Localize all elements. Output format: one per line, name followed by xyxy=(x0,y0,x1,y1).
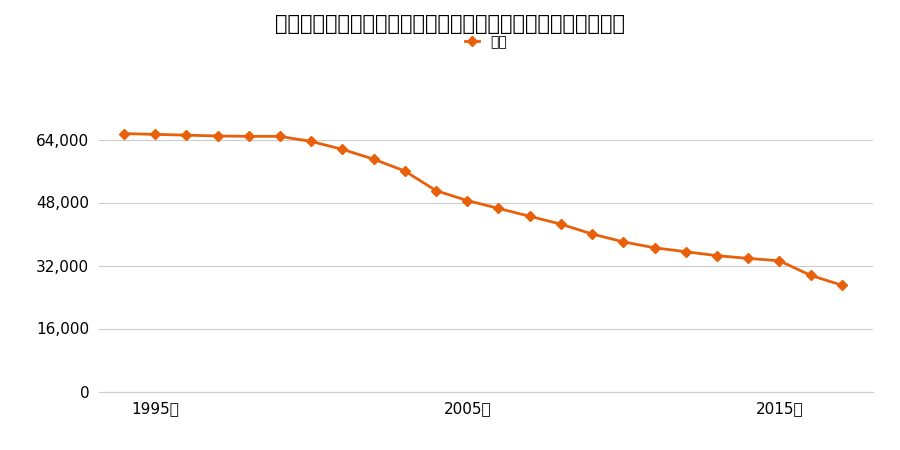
価格 xyxy=(649,245,660,251)
価格 xyxy=(431,188,442,194)
価格 xyxy=(587,231,598,237)
価格 xyxy=(525,214,535,219)
価格 xyxy=(212,133,223,139)
価格 xyxy=(337,147,347,152)
価格 xyxy=(742,256,753,261)
価格 xyxy=(680,249,691,254)
価格 xyxy=(462,198,472,203)
価格 xyxy=(181,132,192,138)
価格 xyxy=(774,258,785,264)
Text: 群馬県甘楽郡下仁田町大字下仁田字石神４１６番４の地価推移: 群馬県甘楽郡下仁田町大字下仁田字石神４１６番４の地価推移 xyxy=(275,14,625,33)
価格 xyxy=(806,273,816,278)
価格 xyxy=(119,131,130,136)
価格 xyxy=(243,134,254,139)
価格 xyxy=(306,139,317,144)
価格 xyxy=(368,157,379,162)
価格 xyxy=(493,206,504,211)
Line: 価格: 価格 xyxy=(121,130,845,288)
価格 xyxy=(555,221,566,227)
Legend: 価格: 価格 xyxy=(460,30,512,55)
価格 xyxy=(712,253,723,258)
価格 xyxy=(836,283,847,288)
価格 xyxy=(400,168,410,174)
価格 xyxy=(274,134,285,139)
価格 xyxy=(618,239,629,245)
価格 xyxy=(149,132,160,137)
